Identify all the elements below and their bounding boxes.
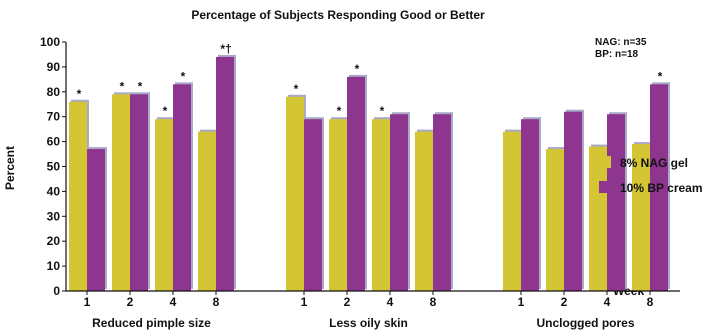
axes [62,41,680,295]
group-label: Reduced pimple size [92,316,211,330]
legend-swatch [599,181,611,193]
bar-bp [347,76,365,291]
bar-nag [329,119,347,291]
week-label: 8 [430,295,437,309]
week-label: 1 [518,295,525,309]
y-tick-label: 30 [47,209,61,223]
bar-bp [390,114,408,292]
y-tick-label: 100 [40,35,60,49]
y-tick-label: 0 [53,284,60,298]
sample-size-notes: NAG: n=35 BP: n=18 [595,37,646,61]
bar-bp [87,149,105,291]
significance-mark: * [181,69,186,83]
y-axis-label: Percent [3,146,17,190]
week-label: 4 [170,295,177,309]
y-tick-label: 70 [47,110,61,124]
bar-bp [304,119,322,291]
week-label: 2 [561,295,568,309]
bar-nag [286,96,304,291]
group-label: Less oily skin [329,316,408,330]
bar-bp [607,114,625,292]
legend-label: 10% BP cream [620,181,703,195]
week-label: 8 [213,295,220,309]
bar-nag [415,131,433,291]
y-tick-label: 10 [47,259,61,273]
bar-bp [433,114,451,292]
legend-swatch [599,156,611,168]
group-label: Unclogged pores [536,316,634,330]
note-nag: NAG: n=35 [595,37,647,48]
bar-bp [564,111,582,291]
significance-mark: * [120,79,125,93]
bar-nag [155,119,173,291]
bar-bp [650,84,668,291]
bar-nag [632,144,650,291]
significance-mark: * [380,104,385,118]
significance-mark: * [294,82,299,96]
bar-bp [521,119,539,291]
bar-nag [372,119,390,291]
y-tick-label: 90 [47,60,61,74]
legend-label: 8% NAG gel [620,156,688,170]
bar-nag [503,131,521,291]
week-label: 8 [647,295,654,309]
significance-mark: * [337,104,342,118]
note-bp: BP: n=18 [595,49,639,60]
significance-mark: *† [220,42,231,56]
week-label: 4 [604,295,611,309]
bars: * * * * * *† * * * * * [69,42,670,292]
bar-nag [589,146,607,291]
week-label: 2 [344,295,351,309]
week-label: 4 [387,295,394,309]
significance-mark: * [355,62,360,76]
y-tick-label: 60 [47,135,61,149]
week-label: 1 [84,295,91,309]
y-tick-label: 20 [47,234,61,248]
significance-mark: * [77,87,82,101]
bar-bp [216,56,234,291]
legend: 8% NAG gel 10% BP cream [599,156,703,195]
y-tick-label: 50 [47,160,61,174]
chart-title: Percentage of Subjects Responding Good o… [191,8,485,22]
week-label: 2 [127,295,134,309]
week-label: 1 [301,295,308,309]
y-tick-label: 40 [47,184,61,198]
bar-nag [546,149,564,291]
significance-mark: * [658,69,663,83]
bar-nag [112,94,130,291]
y-tick-label: 80 [47,85,61,99]
bar-bp [130,94,148,291]
bar-bp [173,84,191,291]
significance-mark: * [163,104,168,118]
bar-nag [198,131,216,291]
significance-mark: * [138,79,143,93]
bar-nag [69,101,87,291]
